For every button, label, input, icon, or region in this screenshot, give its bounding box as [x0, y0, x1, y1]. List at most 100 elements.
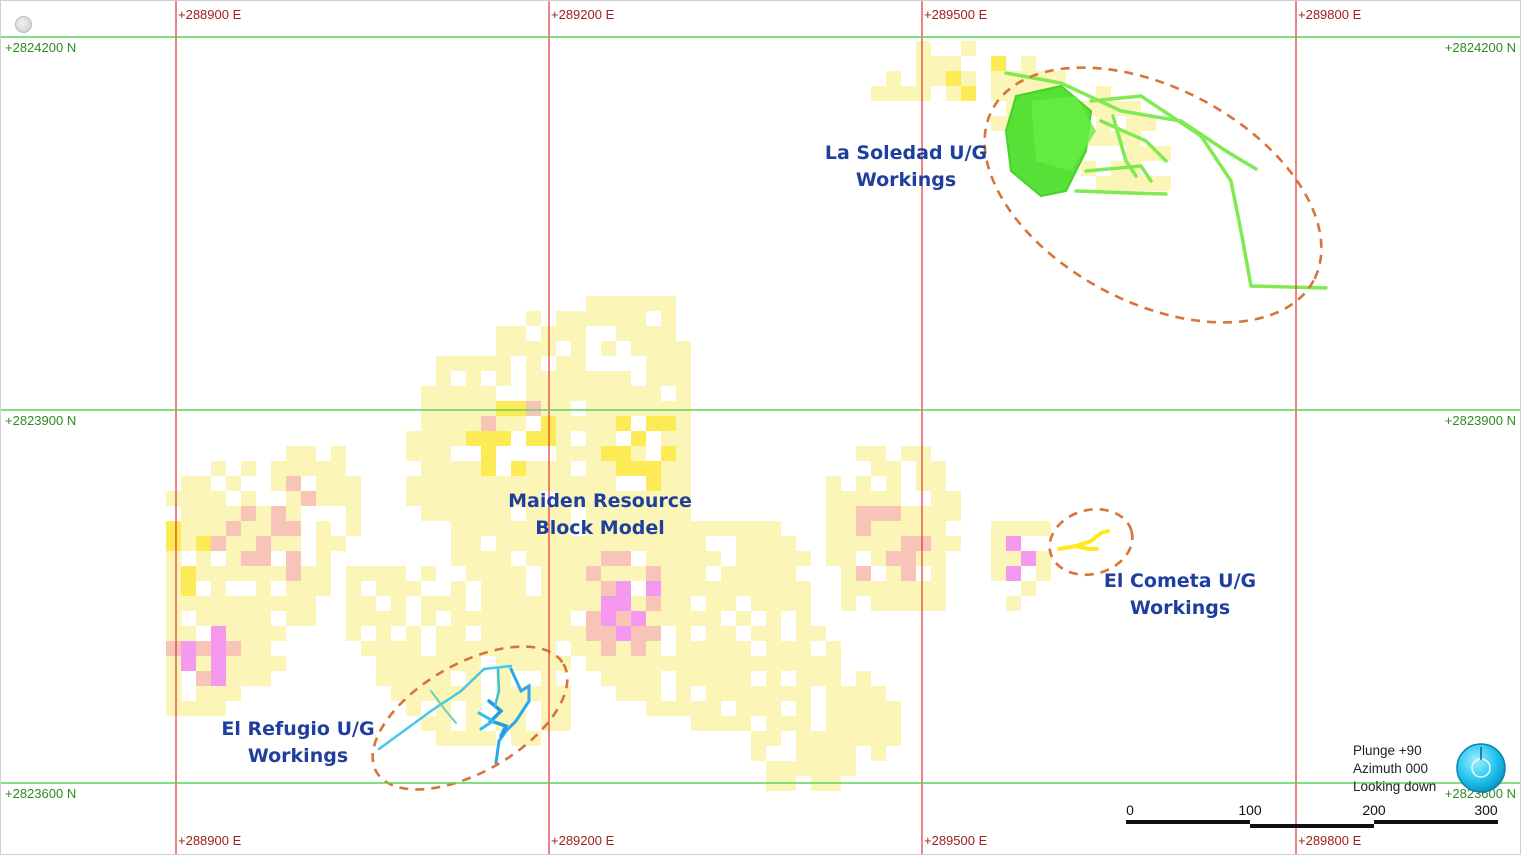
block-cell — [466, 506, 481, 521]
block-cell — [466, 356, 481, 371]
block-cell — [526, 386, 541, 401]
block-cell — [271, 521, 286, 536]
block-cell — [271, 656, 286, 671]
block-cell — [181, 701, 196, 716]
block-cell — [616, 401, 631, 416]
block-cell — [481, 506, 496, 521]
block-cell — [601, 311, 616, 326]
block-cell — [811, 626, 826, 641]
block-cell — [466, 371, 481, 386]
orientation-compass-icon[interactable] — [1456, 743, 1506, 793]
block-cell — [661, 506, 676, 521]
block-cell — [871, 731, 886, 746]
block-cell — [661, 491, 676, 506]
block-cell — [331, 491, 346, 506]
block-cell — [991, 551, 1006, 566]
block-cell — [211, 491, 226, 506]
block-cell — [466, 461, 481, 476]
block-cell — [166, 626, 181, 641]
block-cell — [166, 671, 181, 686]
block-cell — [571, 341, 586, 356]
northing-label-right: +2823600 N — [1445, 786, 1516, 801]
block-cell — [391, 566, 406, 581]
block-cell — [781, 761, 796, 776]
block-cell — [1006, 596, 1021, 611]
block-cell — [331, 446, 346, 461]
block-cell — [211, 536, 226, 551]
block-cell — [826, 551, 841, 566]
block-cell — [826, 746, 841, 761]
block-cell — [211, 461, 226, 476]
block-cell — [511, 731, 526, 746]
block-cell — [901, 86, 916, 101]
block-cell — [706, 626, 721, 641]
block-cell — [586, 476, 601, 491]
block-cell — [796, 671, 811, 686]
block-cell — [646, 536, 661, 551]
easting-label-bottom: +289500 E — [924, 833, 988, 848]
block-cell — [1126, 116, 1141, 131]
block-cell — [841, 716, 856, 731]
block-cell — [511, 416, 526, 431]
block-cell — [211, 566, 226, 581]
block-cell — [1156, 146, 1171, 161]
block-cell — [436, 431, 451, 446]
block-cell — [781, 656, 796, 671]
block-cell — [631, 326, 646, 341]
block-cell — [286, 536, 301, 551]
block-cell — [256, 506, 271, 521]
block-cell — [181, 506, 196, 521]
soledad-label-line2: Workings — [856, 169, 956, 191]
block-cell — [496, 506, 511, 521]
block-cell — [196, 701, 211, 716]
block-cell — [646, 341, 661, 356]
block-cell — [766, 641, 781, 656]
block-cell — [226, 551, 241, 566]
block-cell — [841, 536, 856, 551]
block-cell — [991, 71, 1006, 86]
block-cell — [376, 671, 391, 686]
block-cell — [571, 326, 586, 341]
block-cell — [586, 551, 601, 566]
block-cell — [226, 671, 241, 686]
block-cell — [406, 446, 421, 461]
block-cell — [196, 506, 211, 521]
block-cell — [511, 566, 526, 581]
block-cell — [631, 311, 646, 326]
block-cell — [496, 341, 511, 356]
block-cell — [706, 581, 721, 596]
block-cell — [601, 296, 616, 311]
block-cell — [856, 716, 871, 731]
block-cell — [841, 701, 856, 716]
block-cell — [256, 521, 271, 536]
block-cell — [511, 626, 526, 641]
block-cell — [916, 71, 931, 86]
block-cell — [436, 416, 451, 431]
block-cell — [631, 656, 646, 671]
block-cell — [841, 581, 856, 596]
block-cell — [286, 551, 301, 566]
block-cell — [421, 566, 436, 581]
block-cell — [526, 536, 541, 551]
block-cell — [916, 536, 931, 551]
block-cell — [166, 701, 181, 716]
block-cell — [706, 611, 721, 626]
block-cell — [481, 491, 496, 506]
soledad-label-line1: La Soledad U/G — [825, 142, 987, 164]
block-cell — [661, 431, 676, 446]
block-cell — [646, 401, 661, 416]
block-cell — [346, 476, 361, 491]
block-cell — [646, 356, 661, 371]
block-cell — [856, 521, 871, 536]
block-cell — [646, 626, 661, 641]
block-cell — [241, 626, 256, 641]
block-cell — [241, 521, 256, 536]
block-cell — [736, 521, 751, 536]
globe-tool-icon[interactable] — [15, 16, 32, 33]
block-cell — [676, 626, 691, 641]
block-cell — [736, 581, 751, 596]
block-cell — [871, 596, 886, 611]
block-cell — [571, 536, 586, 551]
